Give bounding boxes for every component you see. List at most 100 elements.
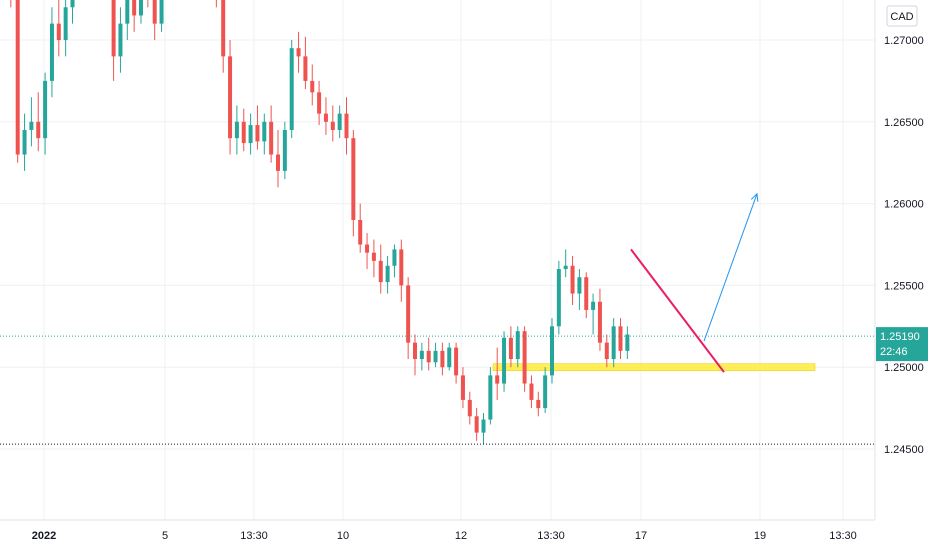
- candle: [276, 129, 280, 188]
- candle: [111, 0, 116, 81]
- candle-body: [248, 125, 253, 144]
- candle-body: [570, 265, 575, 294]
- candle: [310, 64, 315, 106]
- candle-body: [419, 350, 424, 360]
- last-price-value: 1.25190: [880, 331, 920, 343]
- candle: [426, 337, 431, 371]
- candle-body: [625, 334, 630, 351]
- candle-body: [536, 399, 541, 409]
- candle: [303, 36, 308, 90]
- candle: [317, 80, 322, 126]
- candle: [495, 347, 500, 400]
- descending-trendline[interactable]: [630, 248, 725, 373]
- candle: [385, 255, 390, 294]
- currency-badge[interactable]: CAD: [886, 5, 918, 27]
- candle-body: [262, 121, 267, 142]
- arrow-head-icon: [750, 192, 759, 202]
- candle: [351, 129, 356, 237]
- price-tick-label: 1.25000: [884, 362, 924, 374]
- candle-body: [543, 375, 548, 409]
- candle: [289, 40, 294, 139]
- candle-body: [563, 265, 568, 270]
- price-tick-label: 1.27000: [884, 35, 924, 47]
- price-tick-label: 1.26000: [884, 199, 924, 211]
- candle-body: [70, 0, 75, 8]
- candle-body: [269, 121, 274, 155]
- price-tick-label: 1.24500: [884, 444, 924, 456]
- candle-body: [502, 337, 507, 384]
- candle: [255, 105, 260, 150]
- candle: [399, 239, 404, 302]
- candle: [570, 255, 575, 306]
- candle-body: [358, 219, 363, 245]
- candle: [22, 113, 27, 171]
- time-axis[interactable]: 2022 5 13:30 10 12 13:30 17 19 13:30: [0, 519, 932, 550]
- candle-body: [36, 121, 41, 139]
- candle: [454, 342, 459, 384]
- candle: [358, 203, 363, 253]
- candle-body: [495, 375, 500, 384]
- candle-body: [132, 0, 137, 16]
- candle-body: [597, 301, 602, 343]
- candle: [262, 113, 267, 155]
- support-zone[interactable]: [492, 363, 816, 371]
- candle: [15, 0, 20, 163]
- candle: [474, 408, 479, 441]
- candle: [139, 0, 143, 24]
- candle: [508, 326, 513, 368]
- time-tick-label: 13:30: [829, 530, 857, 542]
- time-tick-label: 17: [635, 530, 647, 542]
- candle: [241, 108, 246, 152]
- candle: [481, 413, 486, 445]
- candle: [159, 0, 164, 32]
- candle-body: [522, 331, 527, 384]
- annotations-layer: [492, 363, 816, 371]
- candle: [36, 92, 41, 152]
- candle-body: [337, 113, 342, 130]
- candle: [228, 40, 233, 155]
- candle-body: [365, 244, 370, 253]
- candle: [502, 331, 507, 392]
- projection-arrow[interactable]: [703, 193, 758, 342]
- candle-body: [508, 337, 513, 360]
- candle: [378, 244, 383, 294]
- candle-body: [56, 23, 61, 40]
- candle: [597, 288, 602, 351]
- candle: [536, 391, 541, 417]
- candle-body: [529, 383, 534, 400]
- candle-body: [118, 23, 123, 57]
- candle-body: [460, 375, 465, 400]
- price-axis[interactable]: 1.27000 1.26500 1.26000 1.25500 1.25000 1.245…: [874, 0, 932, 520]
- candle-body: [454, 347, 459, 376]
- candle: [337, 105, 342, 139]
- candle: [323, 97, 328, 135]
- candle: [248, 113, 253, 155]
- candle: [63, 0, 68, 57]
- candle: [467, 391, 472, 425]
- candle: [70, 0, 75, 24]
- candle: [371, 239, 376, 278]
- candle: [43, 72, 48, 155]
- candle-body: [29, 121, 34, 130]
- candle-body: [550, 326, 554, 376]
- candle: [529, 375, 534, 409]
- candle: [515, 326, 520, 368]
- candle-body: [413, 342, 417, 360]
- candle-body: [474, 416, 479, 433]
- candle: [56, 0, 61, 57]
- candle-body: [111, 0, 116, 57]
- time-tick-label: 5: [162, 530, 168, 542]
- candle-body: [323, 113, 328, 122]
- price-axis-ticks: 1.27000 1.26500 1.26000 1.25500 1.25000 1.245…: [884, 35, 924, 456]
- candle: [440, 342, 445, 376]
- price-tick-label: 1.25500: [884, 280, 924, 292]
- price-tick-label: 1.26500: [884, 117, 924, 129]
- candle-countdown: 22:46: [880, 346, 908, 358]
- time-tick-label: 2022: [32, 530, 56, 542]
- candle-body: [618, 326, 623, 351]
- candle-body: [385, 265, 390, 283]
- time-tick-label: 12: [455, 530, 467, 542]
- candle: [625, 326, 630, 360]
